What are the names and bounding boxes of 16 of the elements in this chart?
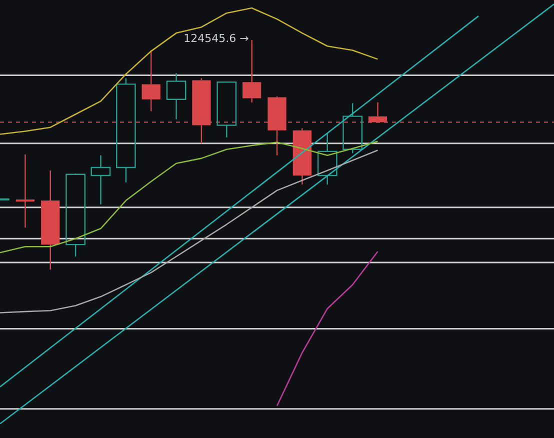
candlestick [41, 170, 60, 270]
candlestick [268, 96, 286, 156]
candlestick [317, 132, 338, 186]
candlestick [166, 72, 186, 120]
candlestick [16, 154, 34, 228]
candlestick [292, 128, 312, 186]
candlestick [192, 78, 211, 144]
candlestick [368, 102, 388, 122]
candlestick [116, 78, 136, 184]
candlestick [90, 154, 111, 206]
annotation: 124545.6 → [184, 32, 249, 46]
candlestick [142, 50, 160, 112]
candlestick [66, 172, 86, 258]
candlestick [242, 40, 262, 103]
candlestick [342, 102, 362, 154]
candlestick [216, 82, 237, 138]
